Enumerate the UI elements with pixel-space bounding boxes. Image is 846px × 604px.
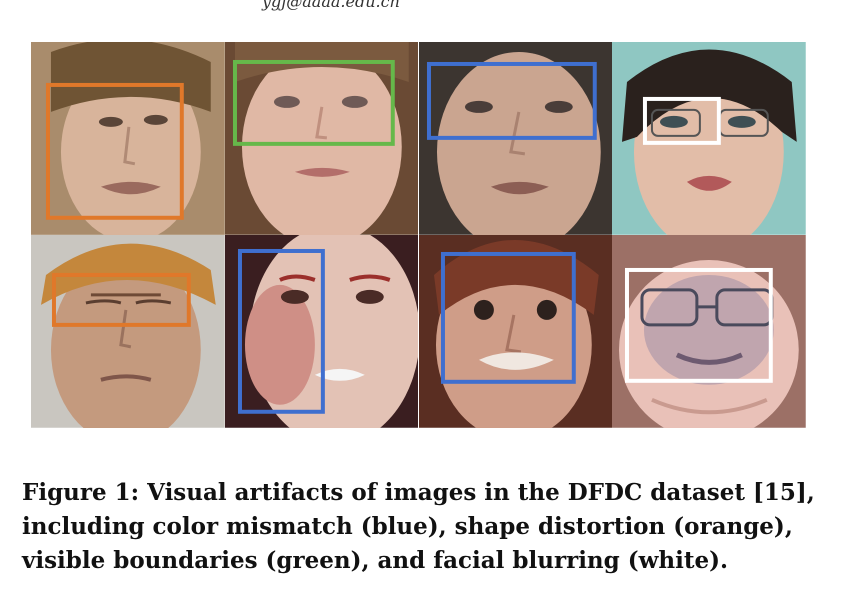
panel-4: [612, 42, 806, 235]
panel-1: [31, 42, 225, 235]
panel-3: [418, 42, 613, 235]
panel-5: [31, 235, 225, 428]
panel-2: [224, 42, 419, 235]
face-image: [31, 235, 225, 428]
panel-8: [612, 235, 806, 428]
face-image: [612, 42, 806, 235]
face-image: [418, 42, 613, 235]
figure-image-grid: [31, 42, 806, 428]
header-fragment: ygj@aaaa.edu.cn: [262, 0, 400, 11]
face-image: [224, 42, 419, 235]
face-image: [31, 42, 225, 235]
face-image: [612, 235, 806, 428]
panel-7: [418, 235, 613, 428]
panel-6: [224, 235, 419, 428]
figure-caption: Figure 1: Visual artifacts of images in …: [22, 479, 815, 574]
face-image: [418, 235, 613, 428]
face-image: [224, 235, 419, 428]
